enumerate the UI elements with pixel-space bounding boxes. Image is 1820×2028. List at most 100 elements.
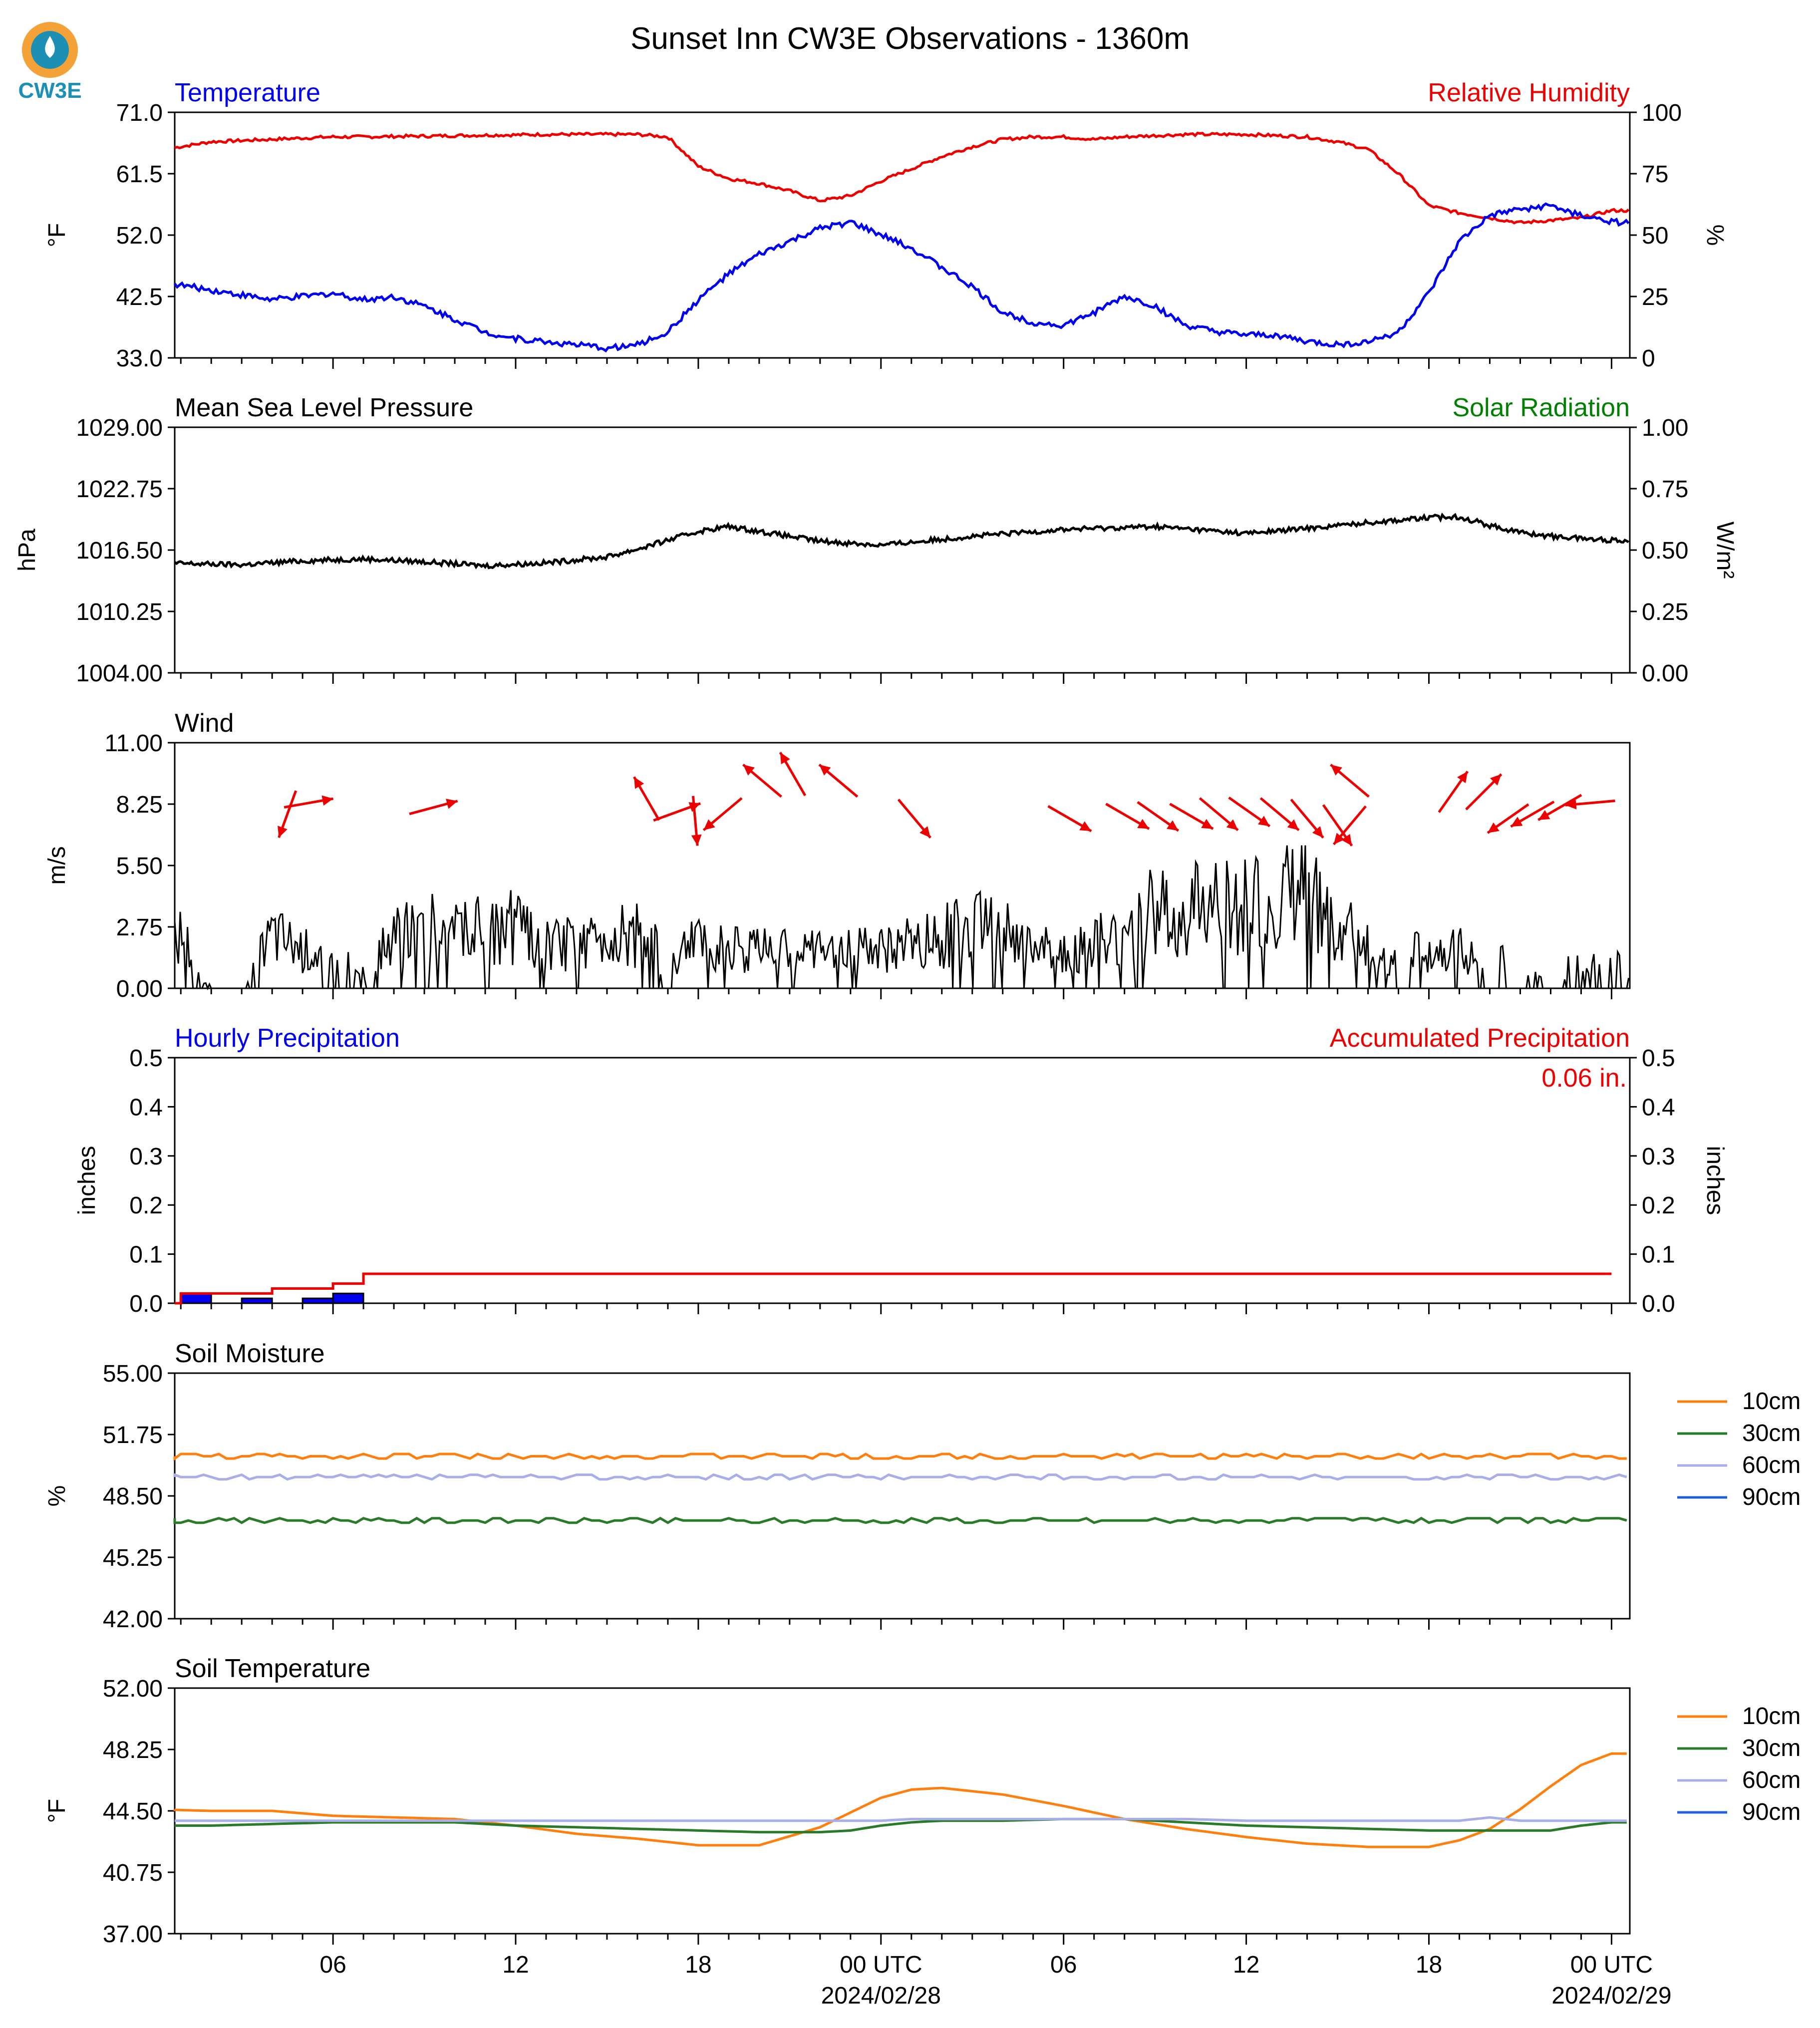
wind-arrow-head: [703, 819, 715, 831]
temp_rh-left-tick-label: 42.5: [116, 284, 163, 310]
soil_temp-left-tick-label: 37.00: [103, 1921, 163, 1948]
soil_temp-left-tick-label: 48.25: [103, 1737, 163, 1763]
pressure-left-ylabel: hPa: [14, 529, 40, 572]
wind-direction-arrow: [779, 752, 807, 797]
wind-arrow-head: [743, 764, 755, 776]
wind-left-tick-label: 0.00: [116, 976, 163, 1002]
soil_temp-left-title: Soil Temperature: [175, 1654, 370, 1683]
x-tick-label: 12: [1233, 1952, 1259, 1978]
soil_temp-series-line: [175, 1816, 1627, 1822]
wind-direction-arrow: [1322, 804, 1353, 847]
pressure-left-tick-label: 1004.00: [76, 660, 163, 687]
soil_temp-left-tick-label: 44.50: [103, 1798, 163, 1825]
precip-left-ylabel: inches: [74, 1146, 100, 1215]
wind-direction-arrow: [1228, 796, 1271, 828]
x-tick-label: 12: [502, 1952, 529, 1978]
hourly-precip-bar: [180, 1292, 212, 1304]
wind-direction-arrow: [1290, 799, 1324, 839]
pressure-right-tick-label: 0.50: [1642, 538, 1688, 564]
soil_temp-series-line: [175, 1817, 1627, 1834]
temperature-line: [173, 202, 1630, 353]
wind-left-tick-label: 5.50: [116, 853, 163, 879]
x-tick-label: 00 UTC: [1570, 1952, 1653, 1978]
soil_moisture-left-tick-label: 45.25: [103, 1545, 163, 1571]
wind-arrow-head: [919, 826, 931, 838]
wind-direction-arrow: [1105, 803, 1150, 830]
x-tick-label: 06: [319, 1952, 346, 1978]
wind-left-ylabel: m/s: [44, 846, 70, 884]
soil_moisture-left-ylabel: %: [44, 1485, 70, 1507]
soil_moisture-series-line: [173, 1472, 1627, 1481]
x-date-label: 2024/02/28: [821, 1983, 941, 2009]
temp_rh-right-title: Relative Humidity: [1428, 78, 1630, 107]
wind-left-tick-label: 2.75: [116, 914, 163, 941]
precip-left-tick-label: 0.1: [129, 1242, 163, 1268]
wind-direction-arrow: [1510, 800, 1555, 828]
soil_temp-left-ylabel: °F: [44, 1799, 70, 1823]
wind-arrow-head: [1488, 822, 1500, 833]
precip-right-tick-label: 0.0: [1642, 1291, 1675, 1317]
soil_moisture-series-line: [173, 1516, 1627, 1524]
temp_rh-left-tick-label: 71.0: [116, 100, 163, 126]
precip-left-tick-label: 0.3: [129, 1144, 163, 1170]
precip-right-tick-label: 0.3: [1642, 1144, 1675, 1170]
soil_moisture-left-tick-label: 55.00: [103, 1361, 163, 1387]
pressure-right-title: Solar Radiation: [1452, 393, 1630, 422]
precip-left-title: Hourly Precipitation: [175, 1024, 400, 1053]
wind-arrow-head: [1511, 817, 1523, 827]
soil_moisture-series-line: [173, 1452, 1627, 1461]
x-date-label: 2024/02/29: [1551, 1983, 1671, 2009]
soil_temp-legend-label: 30cm: [1742, 1735, 1801, 1761]
x-tick-label: 18: [1416, 1952, 1442, 1978]
soil_moisture-frame: [174, 1372, 1631, 1620]
accumulated-precip-value: 0.06 in.: [1541, 1064, 1627, 1093]
pressure-frame: [174, 426, 1631, 674]
wind-arrow-head: [1287, 819, 1299, 831]
wind-left-tick-label: 8.25: [116, 792, 163, 818]
wind-direction-arrow: [897, 799, 931, 839]
wind-arrow-head: [1137, 819, 1150, 829]
hourly-precip-bar: [302, 1297, 334, 1304]
wind-arrow-head: [1312, 826, 1323, 838]
wind-direction-arrow: [278, 790, 298, 838]
wind-arrow-head: [634, 777, 644, 789]
chart-title: Sunset Inn CW3E Observations - 1360m: [630, 21, 1190, 56]
precip-right-title: Accumulated Precipitation: [1330, 1024, 1630, 1053]
temp_rh-left-title: Temperature: [175, 78, 320, 107]
precip-left-tick-label: 0.0: [129, 1291, 163, 1317]
wind-direction-arrow: [691, 796, 702, 846]
precip-right-tick-label: 0.1: [1642, 1242, 1675, 1268]
x-tick-label: 18: [685, 1952, 711, 1978]
wind-direction-arrow: [284, 795, 334, 809]
pressure-left-tick-label: 1029.00: [76, 415, 163, 441]
precip-left-tick-label: 0.2: [129, 1192, 163, 1219]
temp_rh-left-tick-label: 52.0: [116, 223, 163, 249]
accumulated-precip-line: [175, 1272, 1612, 1305]
wind-arrow-head: [1333, 833, 1345, 845]
wind-direction-arrow: [1487, 803, 1529, 834]
wind-direction-arrow: [702, 797, 743, 832]
wind-left-title: Wind: [175, 709, 234, 738]
logo-drop-icon: [45, 36, 55, 58]
wind-arrow-head: [1226, 819, 1238, 831]
x-tick-label: 00 UTC: [840, 1952, 922, 1978]
wind-direction-arrow: [1565, 799, 1615, 810]
wind-direction-arrow: [1169, 803, 1214, 830]
wind-direction-arrow: [1199, 797, 1239, 832]
relative-humidity-line: [174, 131, 1630, 225]
soil_temp-frame: [174, 1687, 1631, 1935]
wind-arrow-head: [819, 764, 831, 776]
wind-direction-arrow: [1047, 805, 1092, 833]
pressure-right-tick-label: 0.25: [1642, 599, 1688, 625]
wind-arrow-head: [1341, 834, 1352, 846]
temp_rh-right-tick-label: 75: [1642, 161, 1668, 188]
precip-frame: [174, 1057, 1631, 1304]
soil_temp-left-tick-label: 40.75: [103, 1860, 163, 1886]
temp_rh-right-tick-label: 0: [1642, 345, 1655, 372]
wind-arrow-head: [278, 826, 288, 838]
temp_rh-right-tick-label: 25: [1642, 284, 1668, 310]
soil_temp-left-tick-label: 52.00: [103, 1676, 163, 1702]
precip-left-tick-label: 0.5: [129, 1045, 163, 1072]
pressure-right-tick-label: 0.00: [1642, 660, 1688, 687]
